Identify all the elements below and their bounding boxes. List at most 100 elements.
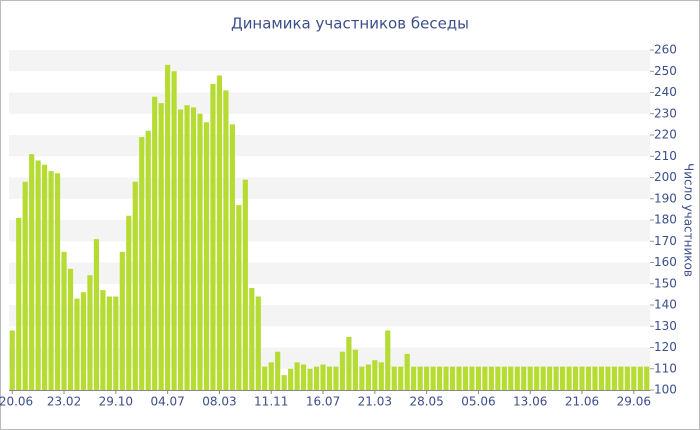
x-tick-label: 21.06 <box>565 395 599 409</box>
bar <box>560 366 566 390</box>
bar <box>184 105 190 390</box>
bar <box>592 366 598 390</box>
bar <box>495 366 501 390</box>
grid-band <box>9 135 650 157</box>
bar <box>42 164 48 390</box>
bar <box>339 351 346 390</box>
x-tick-label: 08.03 <box>202 395 236 409</box>
y-tick-label: 150 <box>654 276 677 290</box>
x-tick-label: 21.03 <box>358 395 392 409</box>
bar <box>242 179 248 390</box>
y-tick-label: 100 <box>654 383 677 397</box>
bar <box>87 275 93 390</box>
bar <box>579 366 585 390</box>
bar <box>67 268 74 390</box>
grid-band <box>9 220 650 242</box>
bar <box>106 296 112 390</box>
bar <box>190 107 197 390</box>
bar <box>320 364 326 390</box>
bar <box>501 366 507 390</box>
x-tick-label: 05.06 <box>461 395 495 409</box>
bar <box>313 366 320 390</box>
bar <box>443 366 449 390</box>
bar <box>197 113 203 390</box>
bar <box>210 84 216 390</box>
bar <box>288 368 294 390</box>
bar <box>482 366 488 390</box>
bar <box>469 366 475 390</box>
chart-title: Динамика участников беседы <box>231 15 469 33</box>
bar <box>540 366 546 390</box>
y-axis-title: Число участников <box>682 163 696 277</box>
bar <box>424 366 430 390</box>
bar <box>281 375 287 390</box>
bar <box>514 366 520 390</box>
bar <box>527 366 533 390</box>
grid-band <box>9 177 650 199</box>
bar <box>294 362 300 390</box>
y-tick-label: 220 <box>654 128 677 142</box>
y-tick-label: 160 <box>654 255 677 269</box>
y-tick-label: 120 <box>654 340 677 354</box>
bar <box>113 296 119 390</box>
bar <box>223 90 229 390</box>
bar <box>268 362 274 390</box>
bar <box>404 353 410 390</box>
bar <box>275 351 281 390</box>
grid-band <box>9 50 650 72</box>
bar <box>262 366 268 390</box>
bar <box>61 251 67 390</box>
y-tick-label: 240 <box>654 85 677 99</box>
bar <box>456 366 462 390</box>
bar <box>566 366 572 390</box>
bar <box>585 366 592 390</box>
bar <box>372 360 378 390</box>
bar <box>93 239 99 390</box>
bar <box>35 160 41 390</box>
x-tick-label: 13.06 <box>513 395 547 409</box>
bar <box>572 366 579 390</box>
bar <box>165 64 171 390</box>
bar <box>553 366 559 390</box>
bar <box>249 288 255 390</box>
bar <box>534 366 540 390</box>
bar <box>22 181 28 390</box>
y-tick-label: 190 <box>654 191 677 205</box>
bar <box>54 173 61 390</box>
bar <box>139 137 145 390</box>
bar <box>417 366 423 390</box>
bar <box>216 75 223 390</box>
bar <box>352 349 358 390</box>
y-tick-label: 180 <box>654 213 677 227</box>
bar <box>449 366 456 390</box>
y-tick-label: 210 <box>654 149 677 163</box>
bar <box>132 181 138 390</box>
bar <box>488 366 494 390</box>
x-tick-label: 29.06 <box>617 395 651 409</box>
bar <box>547 366 553 390</box>
bar <box>378 362 384 390</box>
bar <box>229 124 235 390</box>
bar <box>301 364 307 390</box>
bar <box>100 290 106 390</box>
bar <box>158 103 164 390</box>
bar <box>475 366 482 390</box>
bar <box>436 366 443 390</box>
bar <box>152 96 158 390</box>
bar <box>80 292 87 390</box>
bar <box>346 336 352 390</box>
bar <box>9 330 15 390</box>
x-tick-label: 11.11 <box>254 395 288 409</box>
y-tick-label: 140 <box>654 298 677 312</box>
bar <box>605 366 611 390</box>
bars <box>9 64 650 390</box>
bar <box>236 205 242 390</box>
bar <box>29 154 35 390</box>
x-tick-label: 16.07 <box>306 395 340 409</box>
bar <box>119 251 125 390</box>
bar <box>618 366 624 390</box>
bar <box>644 366 650 390</box>
bar <box>521 366 527 390</box>
x-tick-label: 20.06 <box>0 395 33 409</box>
